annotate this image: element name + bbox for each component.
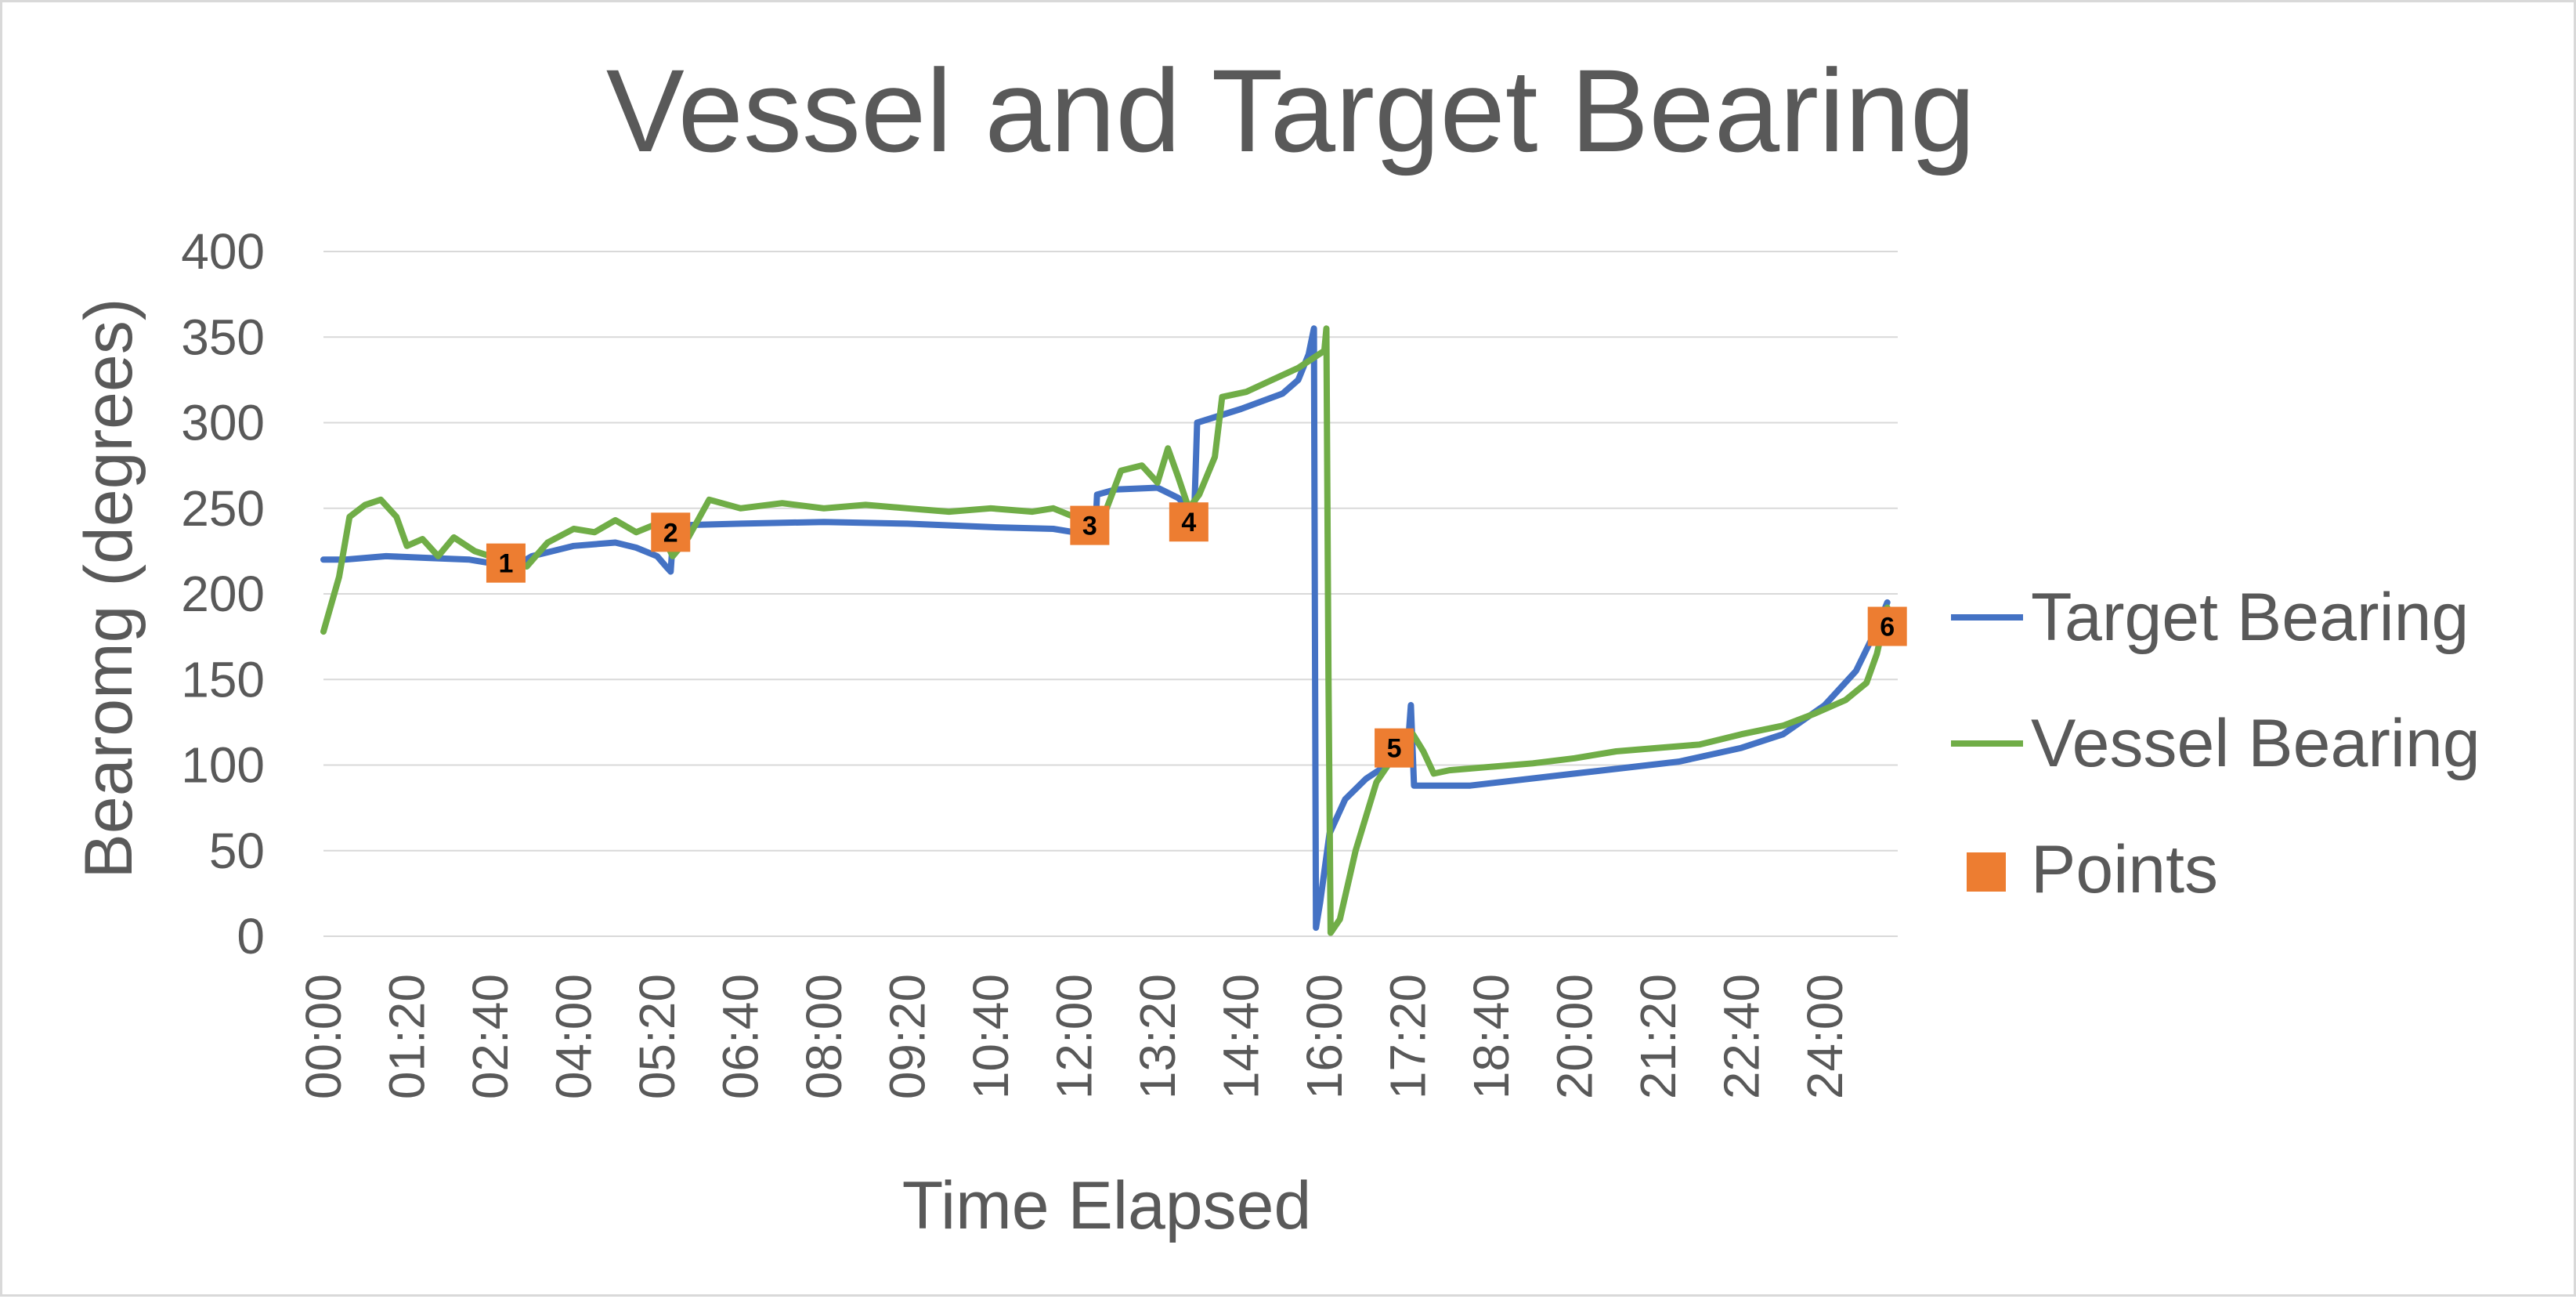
- x-tick-label-18-40: 18:40: [1463, 974, 1519, 1099]
- y-tick-label-100: 100: [181, 737, 265, 794]
- x-tick-label-08-00: 08:00: [796, 974, 852, 1099]
- x-tick-label-02-40: 02:40: [462, 974, 518, 1099]
- vessel-bearing-line: [320, 325, 1891, 936]
- x-axis-label: Time Elapsed: [902, 1168, 1312, 1243]
- gridlines: [323, 251, 1898, 937]
- legend-swatch-points: [1967, 852, 2006, 892]
- x-tick-label-00-00: 00:00: [295, 974, 352, 1099]
- x-tick-label-16-00: 16:00: [1296, 974, 1353, 1099]
- point-label-6: 6: [1880, 613, 1895, 642]
- legend: Target Bearing Vessel Bearing Points: [1951, 580, 2480, 907]
- point-marker-1: [486, 543, 526, 583]
- legend-label-points: Points: [2031, 832, 2218, 907]
- y-axis-ticks: 0 50 100 150 200 250 300 350 400: [181, 223, 265, 964]
- x-tick-label-12-00: 12:00: [1046, 974, 1102, 1099]
- point-marker-2: [651, 512, 691, 552]
- x-tick-label-22-40: 22:40: [1713, 974, 1769, 1099]
- y-tick-label-250: 250: [181, 480, 265, 537]
- x-tick-label-06-40: 06:40: [712, 974, 768, 1099]
- y-tick-label-0: 0: [237, 908, 265, 964]
- point-markers: 1 2 3 4 5 6: [486, 502, 1907, 768]
- point-marker-6: [1867, 606, 1907, 646]
- x-tick-label-13-20: 13:20: [1129, 974, 1186, 1099]
- legend-label-vessel-bearing: Vessel Bearing: [2031, 706, 2480, 781]
- y-tick-label-300: 300: [181, 395, 265, 451]
- x-tick-label-09-20: 09:20: [879, 974, 935, 1099]
- y-tick-label-200: 200: [181, 566, 265, 622]
- point-marker-5: [1375, 728, 1414, 768]
- x-tick-label-24-00: 24:00: [1797, 974, 1853, 1099]
- point-label-3: 3: [1082, 512, 1097, 541]
- point-marker-3: [1070, 505, 1110, 545]
- point-label-4: 4: [1181, 508, 1196, 537]
- target-bearing-line: [320, 325, 1891, 932]
- series-lines: [320, 325, 1891, 936]
- point-marker-4: [1169, 502, 1209, 542]
- legend-label-target-bearing: Target Bearing: [2031, 580, 2469, 655]
- x-tick-label-05-20: 05:20: [629, 974, 685, 1099]
- x-tick-label-17-20: 17:20: [1379, 974, 1436, 1099]
- x-tick-label-01-20: 01:20: [378, 974, 435, 1099]
- x-tick-label-21-20: 21:20: [1630, 974, 1686, 1099]
- y-tick-label-400: 400: [181, 223, 265, 280]
- point-label-1: 1: [498, 549, 513, 579]
- y-tick-label-150: 150: [181, 651, 265, 707]
- x-tick-label-14-40: 14:40: [1212, 974, 1269, 1099]
- point-label-5: 5: [1387, 734, 1402, 764]
- chart-title: Vessel and Target Bearing: [606, 45, 1975, 176]
- y-tick-label-350: 350: [181, 309, 265, 365]
- y-axis-label: Bearomg (degrees): [71, 299, 146, 879]
- x-tick-label-04-00: 04:00: [545, 974, 602, 1099]
- x-tick-label-10-40: 10:40: [963, 974, 1019, 1099]
- y-tick-label-50: 50: [209, 823, 265, 879]
- point-label-2: 2: [663, 518, 678, 548]
- x-tick-label-20-00: 20:00: [1546, 974, 1602, 1099]
- x-axis-ticks: 00:00 01:20 02:40 04:00 05:20 06:40 08:00 09:20…: [295, 974, 1853, 1099]
